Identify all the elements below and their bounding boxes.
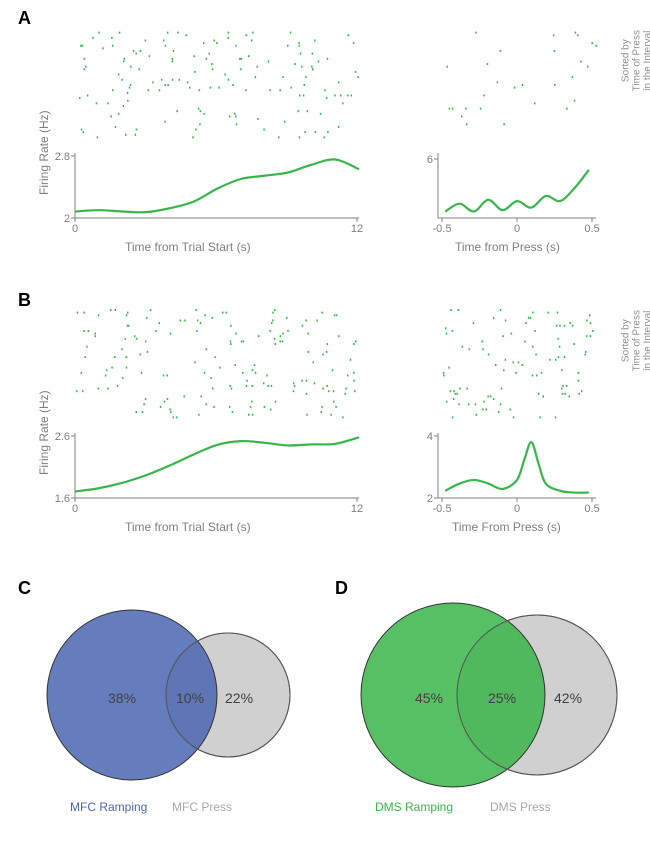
panel-a-left-ylabel: Firing Rate (Hz)	[37, 110, 51, 195]
svg-text:4: 4	[427, 431, 433, 443]
panel-c-left-label: MFC Ramping	[70, 800, 147, 814]
panel-a-label: A	[18, 8, 31, 29]
svg-text:0: 0	[514, 503, 520, 515]
svg-text:-0.5: -0.5	[433, 503, 452, 515]
svg-text:12: 12	[351, 223, 363, 235]
panel-a-left-xlabel: Time from Trial Start (s)	[125, 240, 251, 254]
panel-a-left: 22.8012 Firing Rate (Hz) Time from Trial…	[45, 25, 365, 255]
svg-text:2.6: 2.6	[55, 431, 70, 443]
panel-b-right-xlabel: Time From Press (s)	[452, 520, 561, 534]
svg-text:12: 12	[351, 503, 363, 515]
svg-text:0.5: 0.5	[584, 223, 599, 235]
svg-text:0: 0	[72, 223, 78, 235]
panel-a-right: 6-0.500.5 Time from Press (s) Sorted byT…	[410, 25, 620, 255]
panel-c-left-pct: 38%	[108, 690, 136, 706]
svg-text:0.5: 0.5	[584, 503, 599, 515]
svg-text:1.6: 1.6	[55, 493, 70, 505]
panel-d-right-pct: 42%	[554, 690, 582, 706]
panel-d-left-pct: 45%	[415, 690, 443, 706]
panel-d-label: D	[335, 578, 348, 599]
panel-d-mid-pct: 25%	[488, 690, 516, 706]
panel-b-left-ylabel: Firing Rate (Hz)	[37, 390, 51, 475]
svg-text:6: 6	[427, 154, 433, 166]
panel-c-label: C	[18, 578, 31, 599]
panel-b-label: B	[18, 290, 31, 311]
panel-a-right-note: Sorted byTime of Pressin the Interval	[620, 30, 650, 91]
svg-text:0: 0	[72, 503, 78, 515]
panel-b-left-xlabel: Time from Trial Start (s)	[125, 520, 251, 534]
panel-c-right-label: MFC Press	[172, 800, 232, 814]
panel-a-right-xlabel: Time from Press (s)	[455, 240, 560, 254]
panel-c-mid-pct: 10%	[176, 690, 204, 706]
panel-d-left-label: DMS Ramping	[375, 800, 453, 814]
panel-d-right-label: DMS Press	[490, 800, 551, 814]
panel-b-left: 1.62.6012 Firing Rate (Hz) Time from Tri…	[45, 305, 365, 535]
panel-b-right: 24-0.500.5 Time From Press (s) Sorted by…	[410, 305, 620, 535]
panel-c-right-pct: 22%	[225, 690, 253, 706]
svg-text:2: 2	[64, 213, 70, 225]
svg-text:-0.5: -0.5	[433, 223, 452, 235]
svg-text:2.8: 2.8	[55, 151, 70, 163]
panel-b-right-note: Sorted byTime of Pressin the Interval	[620, 310, 650, 371]
svg-text:0: 0	[514, 223, 520, 235]
